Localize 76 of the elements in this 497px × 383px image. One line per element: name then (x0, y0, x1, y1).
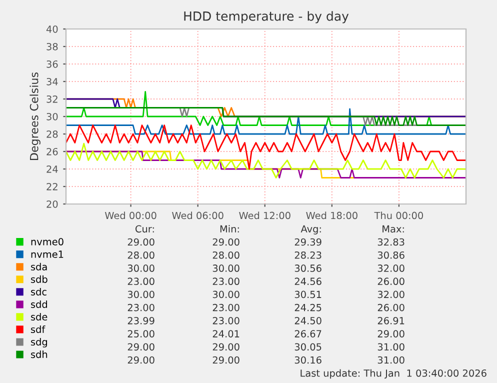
text: 30.56 (294, 264, 322, 272)
y-tick-label: 22 (46, 182, 58, 190)
text: 30.00 (128, 264, 154, 272)
text: 30.86 (378, 251, 404, 259)
line-series (66, 108, 466, 135)
text: Avg: (300, 225, 321, 234)
text: 30.00 (128, 290, 154, 298)
text: 32.00 (378, 290, 404, 298)
text: 24.50 (294, 316, 322, 324)
text: 23.99 (128, 316, 154, 324)
legend-label: sdf (31, 326, 46, 334)
y-tick-label: 24 (46, 165, 58, 173)
text: 23.00 (212, 278, 240, 286)
legend-label: sde (31, 312, 48, 321)
text: 26.00 (378, 304, 404, 312)
y-tick-label: 28 (46, 130, 58, 138)
legend-label: sdg (31, 338, 47, 348)
text: 25.00 (128, 330, 154, 338)
y-tick-label: 40 (46, 25, 58, 33)
x-tick-label: Wed 18:00 (306, 212, 358, 220)
text: 31.00 (378, 356, 404, 364)
text: 32.83 (378, 238, 404, 246)
x-tick-label: Thu 00:00 (374, 212, 423, 220)
text: 28.00 (128, 251, 154, 259)
line-series (66, 142, 466, 178)
y-axis-title: Degrees Celsius (30, 72, 40, 160)
y-tick-label: 38 (46, 42, 58, 50)
y-tick-label: 32 (46, 95, 58, 103)
text: 30.05 (294, 343, 322, 351)
y-tick-label: 30 (46, 112, 58, 120)
text: 30.00 (212, 290, 240, 298)
text: 24.01 (212, 330, 240, 338)
legend-label: sdb (31, 275, 48, 283)
x-tick-label: Wed 06:00 (172, 212, 224, 220)
line-series (66, 124, 466, 170)
chart-title: HDD temperature - by day (184, 11, 349, 24)
text: 29.00 (378, 330, 404, 338)
x-tick-label: Wed 00:00 (104, 212, 156, 220)
y-tick-label: 34 (46, 78, 58, 86)
text: 28.23 (294, 251, 322, 259)
legend-label: nvme0 (31, 238, 64, 246)
text: 29.00 (212, 238, 240, 246)
text: 23.00 (128, 278, 154, 286)
text: 29.00 (128, 238, 154, 246)
text: 26.67 (294, 330, 322, 338)
y-tick-label: 36 (46, 60, 58, 68)
legend-label: sdd (31, 300, 47, 308)
y-tick-label: 20 (46, 200, 58, 208)
y-tick-label: 26 (46, 148, 58, 156)
text: 29.00 (128, 343, 154, 351)
text: Max: (382, 225, 404, 233)
text: Last update: Thu Jan 1 03:40:00 2026 (300, 369, 486, 379)
legend-label: sda (31, 262, 47, 270)
text: 29.00 (212, 343, 240, 351)
text: 30.16 (294, 356, 322, 364)
text: 23.00 (212, 316, 240, 324)
x-tick-label: Wed 12:00 (239, 212, 290, 220)
text: 30.51 (294, 290, 322, 298)
text: 23.00 (128, 304, 154, 312)
text: Min: (220, 225, 239, 232)
legend-label: nvme1 (31, 250, 64, 258)
text: 29.00 (128, 356, 154, 364)
text: 32.00 (378, 264, 404, 272)
text: 26.91 (378, 316, 404, 324)
legend-label: sdh (31, 350, 48, 358)
text: 24.25 (294, 304, 322, 312)
legend-label: sdc (31, 288, 46, 296)
text: 31.00 (378, 343, 404, 351)
text: 30.00 (212, 264, 240, 272)
text: 23.00 (212, 304, 240, 312)
text: Cur: (135, 225, 154, 233)
text: 28.00 (212, 251, 240, 259)
text: 24.56 (294, 278, 322, 286)
text: 29.39 (294, 238, 322, 246)
text: 29.00 (212, 356, 240, 364)
text: 26.00 (378, 278, 404, 286)
